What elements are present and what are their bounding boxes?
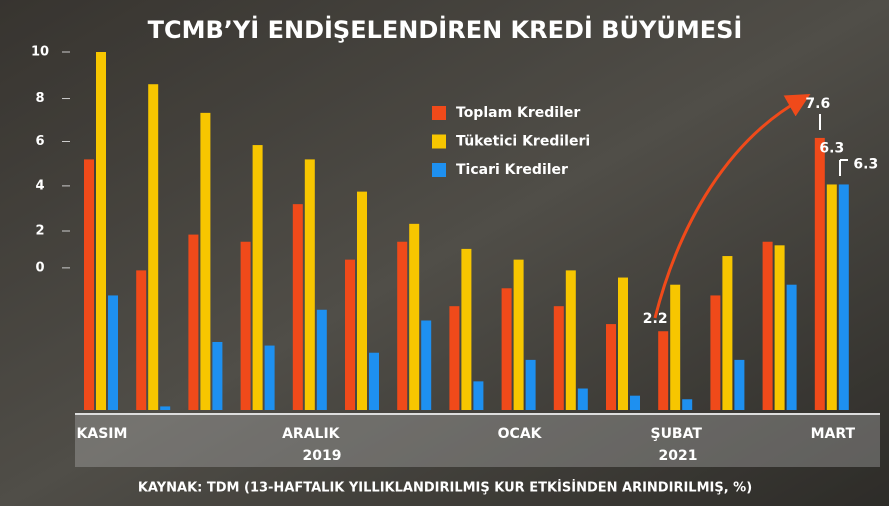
- bar: [252, 145, 263, 410]
- bar: [670, 284, 681, 410]
- bar: [826, 184, 837, 410]
- bar: [421, 320, 432, 410]
- x-tick-label: MART: [811, 426, 856, 442]
- bar: [722, 256, 733, 410]
- bar: [565, 270, 576, 410]
- data-label: 6.3: [819, 140, 844, 156]
- bar: [501, 288, 512, 410]
- bar: [630, 395, 640, 410]
- legend-swatch: [432, 106, 446, 120]
- legend-swatch: [432, 134, 446, 149]
- bar: [710, 295, 721, 410]
- arrow: [653, 94, 811, 319]
- y-tick-label: 6: [35, 134, 44, 149]
- bar: [292, 204, 303, 410]
- bar: [838, 184, 849, 410]
- bar: [774, 245, 785, 410]
- year-label: 2019: [303, 448, 342, 464]
- x-tick-label: KASIM: [77, 426, 128, 442]
- bar: [345, 259, 355, 410]
- bar: [525, 359, 536, 410]
- bar: [188, 234, 199, 410]
- bar: [577, 388, 588, 410]
- bar: [618, 277, 628, 410]
- data-label: 7.6: [805, 96, 830, 112]
- bar: [200, 112, 211, 411]
- bar: [397, 241, 408, 410]
- bar: [264, 345, 275, 410]
- bar: [762, 241, 773, 410]
- bar: [461, 248, 472, 410]
- y-tick-label: 4: [35, 178, 44, 193]
- legend-label: Tüketici Kredileri: [456, 134, 590, 150]
- bar: [160, 406, 171, 410]
- legend-swatch: [432, 163, 446, 177]
- bar: [786, 284, 797, 410]
- data-label: 6.3: [853, 156, 878, 172]
- bar: [240, 241, 251, 410]
- bar: [108, 295, 118, 410]
- data-label: 2.2: [643, 311, 668, 327]
- y-tick-label: 0: [35, 260, 44, 275]
- bar: [449, 306, 460, 410]
- x-tick-label: OCAK: [498, 426, 543, 442]
- chart-title: TCMB’Yİ ENDİŞELENDİREN KREDİ BÜYÜMESİ: [148, 14, 743, 44]
- bar: [734, 359, 745, 410]
- bar: [84, 159, 94, 410]
- bar: [553, 306, 564, 410]
- y-tick-label: 10: [31, 45, 49, 60]
- bar: [513, 259, 524, 410]
- bar: [682, 399, 693, 410]
- bar: [357, 191, 367, 410]
- bar: [409, 223, 420, 410]
- bar: [658, 331, 669, 410]
- legend-label: Toplam Krediler: [456, 105, 580, 121]
- legend-label: Ticari Krediler: [456, 162, 568, 178]
- x-tick-label: ARALIK: [282, 426, 341, 442]
- y-tick-label: 8: [35, 91, 44, 106]
- bar: [148, 84, 159, 410]
- bar: [96, 52, 106, 410]
- bar: [212, 341, 223, 410]
- source: KAYNAK: TDM (13-HAFTALIK YILLIKLANDIRILM…: [138, 480, 752, 496]
- year-label: 2021: [659, 448, 698, 464]
- x-tick-label: ŞUBAT: [650, 426, 702, 442]
- bar: [606, 324, 616, 410]
- bar: [473, 381, 484, 410]
- category-band: [75, 415, 880, 467]
- bar: [814, 137, 825, 411]
- bar: [304, 159, 315, 410]
- bar: [316, 309, 327, 410]
- y-tick-label: 2: [35, 224, 44, 239]
- bar: [136, 270, 147, 410]
- bar: [369, 352, 379, 410]
